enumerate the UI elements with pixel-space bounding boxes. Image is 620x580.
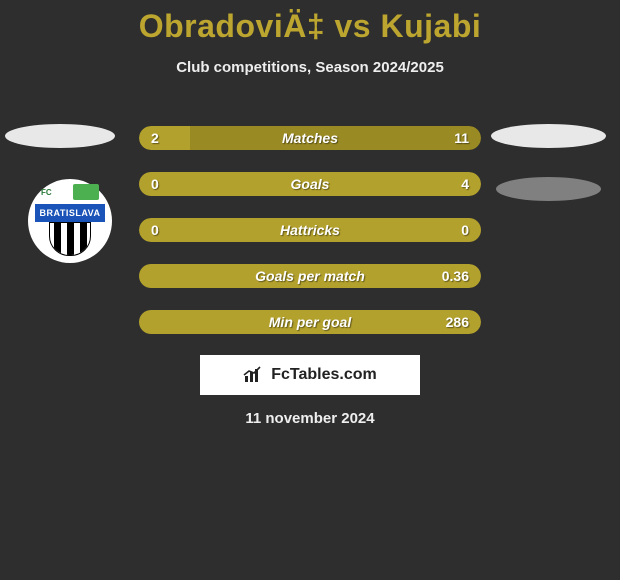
bar-value-right: 0: [461, 218, 469, 242]
stat-bar: Min per goal286: [139, 310, 481, 334]
bar-value-right: 11: [454, 126, 469, 150]
stat-bar: 2Matches11: [139, 126, 481, 150]
brand-text: FcTables.com: [271, 366, 377, 384]
badge-green-block: [73, 184, 99, 200]
badge-band-text: BRATISLAVA: [35, 204, 105, 222]
bar-value-right: 4: [461, 172, 469, 196]
stat-bar: 0Hattricks0: [139, 218, 481, 242]
page-title: ObradoviÄ‡ vs Kujabi: [0, 0, 620, 45]
bar-label: Goals: [139, 172, 481, 196]
player-oval-right-mid: [496, 177, 601, 201]
comparison-bars: 2Matches110Goals40Hattricks0Goals per ma…: [139, 126, 481, 356]
stat-bar: Goals per match0.36: [139, 264, 481, 288]
bar-label: Hattricks: [139, 218, 481, 242]
player-oval-right-top: [491, 124, 606, 148]
stat-bar: 0Goals4: [139, 172, 481, 196]
badge-stripe: [67, 223, 74, 255]
brand-chart-icon: [243, 366, 265, 384]
club-badge-left: FC BRATISLAVA: [28, 179, 112, 263]
badge-stripe: [80, 223, 87, 255]
bar-label: Goals per match: [139, 264, 481, 288]
bar-value-right: 286: [446, 310, 469, 334]
subtitle: Club competitions, Season 2024/2025: [0, 59, 620, 76]
bar-label: Matches: [139, 126, 481, 150]
badge-fc-label: FC: [41, 188, 52, 197]
player-oval-left: [5, 124, 115, 148]
date-label: 11 november 2024: [0, 410, 620, 427]
badge-stripe: [54, 223, 61, 255]
bar-value-right: 0.36: [442, 264, 469, 288]
bar-label: Min per goal: [139, 310, 481, 334]
badge-shield: [49, 222, 91, 256]
club-badge-inner: FC BRATISLAVA: [35, 186, 105, 256]
brand-box: FcTables.com: [200, 355, 420, 395]
